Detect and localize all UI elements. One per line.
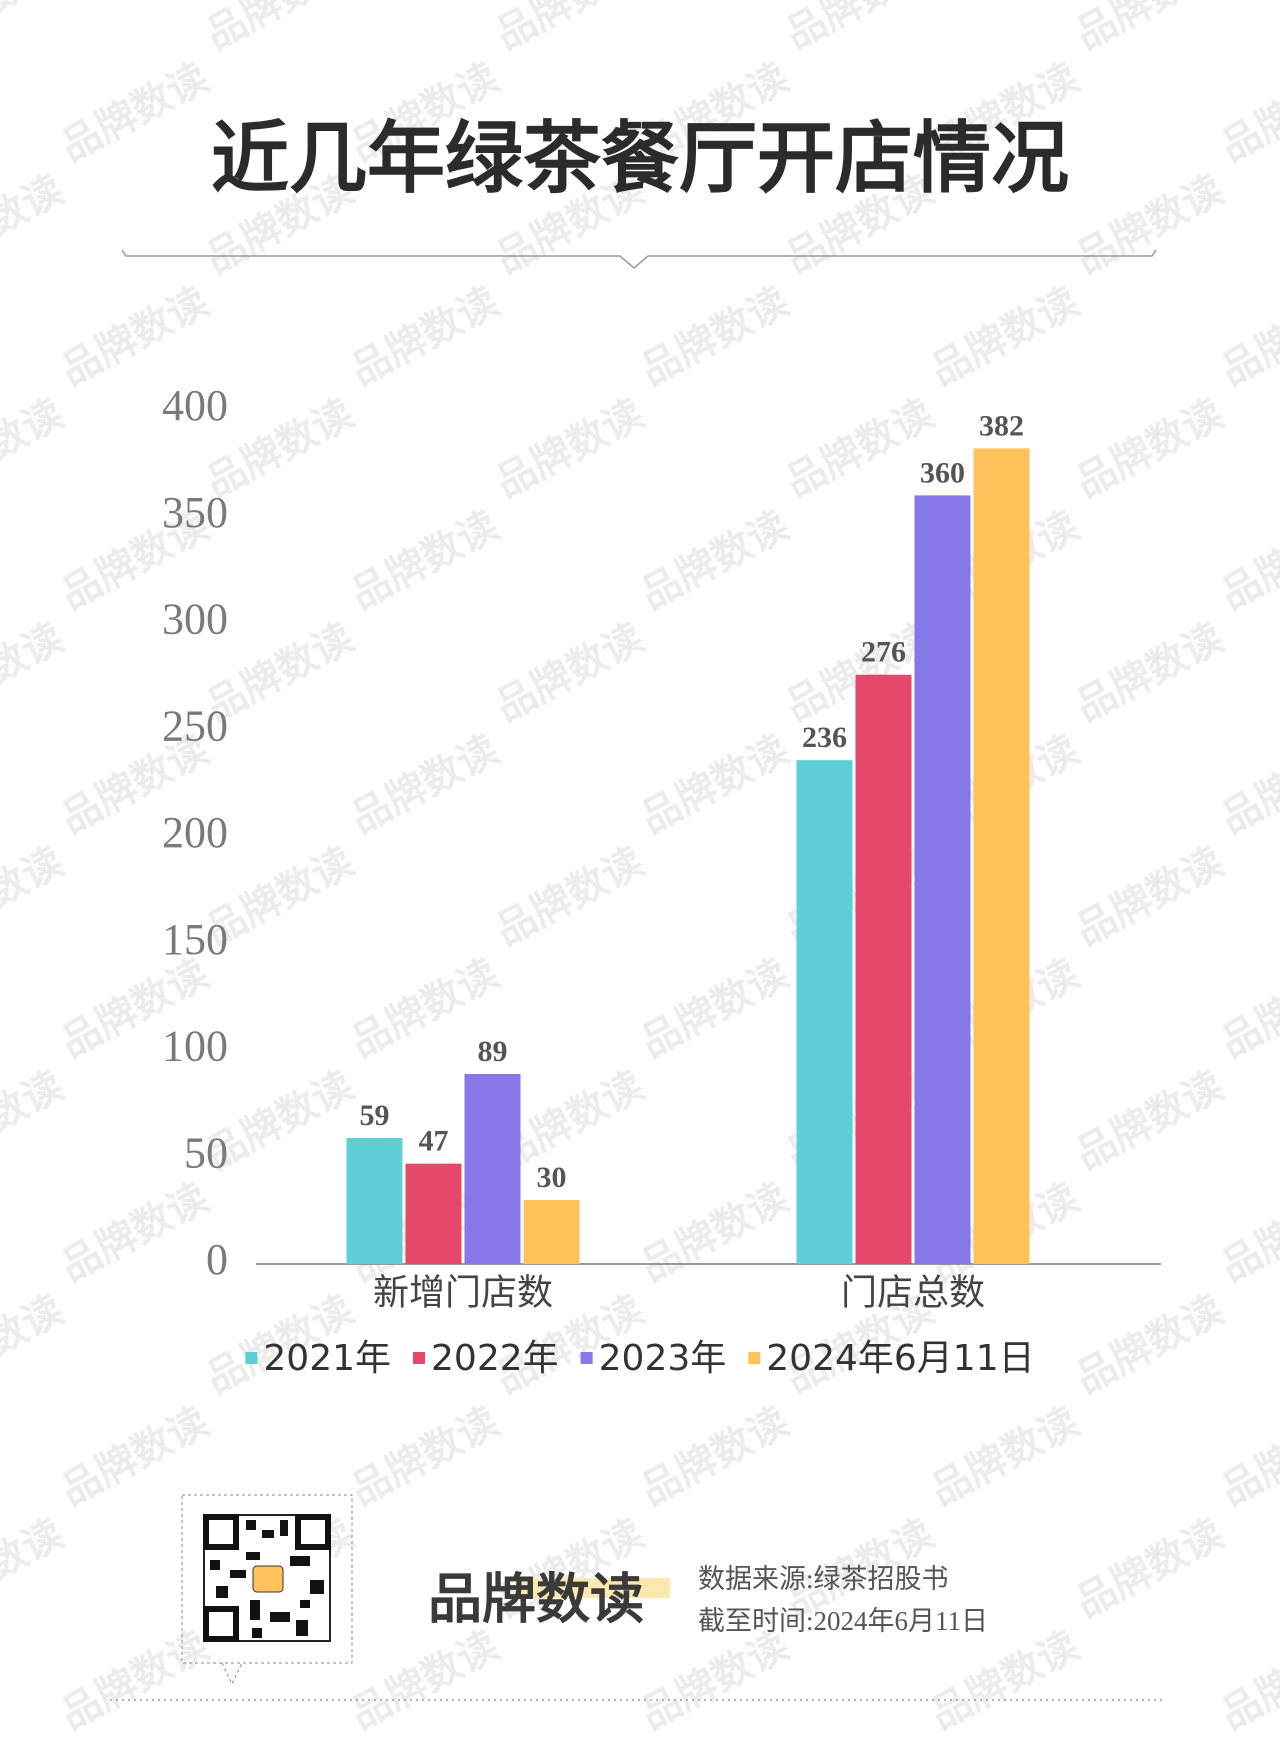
value-label: 382 [979, 409, 1024, 442]
legend-label: 2023年 [599, 1338, 727, 1379]
qr-code [181, 1494, 353, 1686]
legend: 2021年 2022年 2023年 2024年6月11日 [245, 1338, 1035, 1379]
cutoff-date: 截至时间:2024年6月11日 [698, 1606, 988, 1636]
legend-swatch [580, 1352, 593, 1364]
y-tick-label: 300 [162, 595, 228, 644]
bar [405, 1163, 462, 1264]
bar [464, 1073, 521, 1264]
x-tick-label: 门店总数 [841, 1272, 985, 1312]
value-label: 30 [537, 1161, 567, 1194]
brand-highlight [520, 1578, 670, 1598]
y-tick-label: 250 [162, 701, 228, 750]
chart-title: 近几年绿茶餐厅开店情况 [211, 115, 1069, 202]
bar [796, 760, 853, 1264]
y-tick-label: 0 [206, 1235, 228, 1284]
y-tick-label: 50 [184, 1128, 228, 1177]
bar [346, 1138, 403, 1264]
value-label: 236 [802, 721, 847, 754]
y-tick-label: 350 [162, 488, 228, 537]
bar [523, 1199, 580, 1264]
value-label: 89 [478, 1035, 508, 1068]
legend-label: 2024年6月11日 [766, 1338, 1034, 1379]
y-tick-label: 200 [162, 808, 228, 857]
y-tick-label: 400 [162, 381, 228, 430]
bar [973, 448, 1030, 1264]
title-divider [121, 249, 1157, 269]
value-label: 47 [419, 1125, 449, 1158]
value-label: 360 [920, 456, 965, 489]
x-tick-label: 新增门店数 [373, 1272, 553, 1312]
value-label: 276 [861, 636, 906, 669]
y-tick-label: 100 [162, 1022, 228, 1071]
legend-label: 2022年 [431, 1338, 559, 1379]
legend-swatch [748, 1352, 761, 1364]
legend-swatch [413, 1352, 426, 1364]
brand: 品牌数读 [428, 1568, 644, 1631]
bar [914, 495, 971, 1264]
legend-label: 2021年 [263, 1338, 391, 1379]
legend-swatch [245, 1352, 258, 1364]
value-label: 59 [360, 1099, 390, 1132]
source: 数据来源:绿茶招股书 [698, 1564, 949, 1594]
bar [855, 674, 912, 1264]
y-tick-label: 150 [162, 915, 228, 964]
